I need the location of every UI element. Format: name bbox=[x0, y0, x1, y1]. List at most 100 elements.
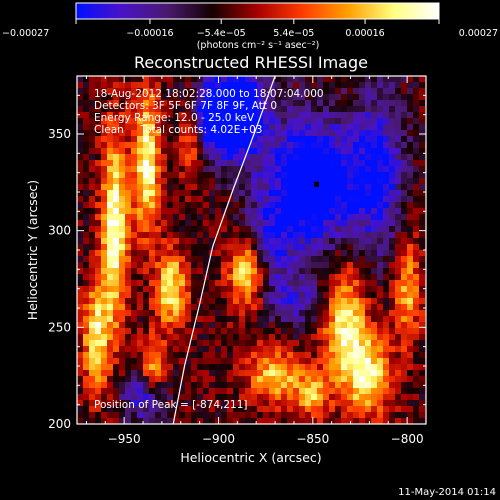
heatmap-cell bbox=[155, 262, 162, 269]
heatmap-cell bbox=[173, 106, 180, 113]
heatmap-cell bbox=[311, 352, 318, 359]
heatmap-cell bbox=[137, 346, 144, 353]
heatmap-cell bbox=[131, 292, 138, 299]
heatmap-cell bbox=[125, 82, 132, 89]
heatmap-cell bbox=[149, 184, 156, 191]
heatmap-cell bbox=[251, 286, 258, 293]
heatmap-cell bbox=[419, 412, 426, 419]
heatmap-cell bbox=[161, 142, 168, 149]
heatmap-cell bbox=[167, 202, 174, 209]
heatmap-cell bbox=[383, 184, 390, 191]
heatmap-cell bbox=[281, 88, 288, 95]
heatmap-cell bbox=[101, 328, 108, 335]
heatmap-cell bbox=[377, 328, 384, 335]
heatmap-cell bbox=[95, 406, 102, 413]
heatmap-cell bbox=[245, 244, 252, 251]
heatmap-cell bbox=[227, 406, 234, 413]
heatmap-cell bbox=[173, 136, 180, 143]
heatmap-cell bbox=[359, 136, 366, 143]
heatmap-cell bbox=[323, 106, 330, 113]
colorbar-ticks: −0.00027 −0.00016 −5.4e−05 5.4e−05 0.00016 0.… bbox=[2, 19, 498, 39]
heatmap-cell bbox=[203, 400, 210, 407]
heatmap-cell bbox=[245, 382, 252, 389]
heatmap-cell bbox=[137, 364, 144, 371]
heatmap-cell bbox=[119, 208, 126, 215]
heatmap-cell bbox=[335, 196, 342, 203]
heatmap-cell bbox=[167, 292, 174, 299]
heatmap-cell bbox=[383, 160, 390, 167]
heatmap-cell bbox=[317, 262, 324, 269]
annotation-detectors: Detectors: 3F 5F 6F 7F 8F 9F, Att 0 bbox=[94, 100, 277, 112]
heatmap-cell bbox=[353, 226, 360, 233]
heatmap-cell bbox=[143, 226, 150, 233]
heatmap-cell bbox=[239, 286, 246, 293]
heatmap-cell bbox=[353, 352, 360, 359]
heatmap-cell bbox=[107, 130, 114, 137]
heatmap-cell bbox=[89, 334, 96, 341]
heatmap-cell bbox=[269, 334, 276, 341]
heatmap-cell bbox=[131, 256, 138, 263]
heatmap-cell bbox=[383, 196, 390, 203]
heatmap-cell bbox=[233, 388, 240, 395]
heatmap-cell bbox=[395, 268, 402, 275]
heatmap-cell bbox=[263, 244, 270, 251]
heatmap-cell bbox=[89, 256, 96, 263]
heatmap-cell bbox=[389, 238, 396, 245]
heatmap-cell bbox=[197, 310, 204, 317]
heatmap-cell bbox=[179, 196, 186, 203]
heatmap-cell bbox=[101, 208, 108, 215]
heatmap-cell bbox=[215, 184, 222, 191]
heatmap-cell bbox=[305, 124, 312, 131]
heatmap-cell bbox=[233, 382, 240, 389]
heatmap-cell bbox=[197, 274, 204, 281]
heatmap-cell bbox=[191, 238, 198, 245]
heatmap-cell bbox=[107, 400, 114, 407]
heatmap-cell bbox=[101, 358, 108, 365]
heatmap-cell bbox=[173, 256, 180, 263]
heatmap-cell bbox=[353, 118, 360, 125]
heatmap-cell bbox=[173, 142, 180, 149]
heatmap-cell bbox=[125, 196, 132, 203]
heatmap-cell bbox=[353, 166, 360, 173]
heatmap-cell bbox=[209, 202, 216, 209]
heatmap-cell bbox=[365, 202, 372, 209]
heatmap-cell bbox=[173, 202, 180, 209]
heatmap-cell bbox=[173, 340, 180, 347]
heatmap-cell bbox=[113, 370, 120, 377]
heatmap-cell bbox=[203, 112, 210, 119]
heatmap-cell bbox=[203, 202, 210, 209]
heatmap-cell bbox=[185, 232, 192, 239]
heatmap-cell bbox=[281, 388, 288, 395]
heatmap-cell bbox=[377, 280, 384, 287]
heatmap-cell bbox=[107, 148, 114, 155]
heatmap-cell bbox=[227, 76, 234, 83]
heatmap-cell bbox=[107, 76, 114, 83]
heatmap-cell bbox=[287, 196, 294, 203]
heatmap-cell bbox=[173, 160, 180, 167]
heatmap-cell bbox=[161, 184, 168, 191]
heatmap-cell bbox=[119, 328, 126, 335]
heatmap-cell bbox=[251, 358, 258, 365]
heatmap-cell bbox=[161, 154, 168, 161]
heatmap-cell bbox=[119, 268, 126, 275]
heatmap-cell bbox=[155, 406, 162, 413]
heatmap-cell bbox=[275, 130, 282, 137]
heatmap-cell bbox=[305, 82, 312, 89]
heatmap-cell bbox=[227, 304, 234, 311]
heatmap-cell bbox=[407, 376, 414, 383]
heatmap-cell bbox=[281, 106, 288, 113]
heatmap-cell bbox=[383, 346, 390, 353]
heatmap-cell bbox=[407, 418, 414, 424]
heatmap-cell bbox=[401, 184, 408, 191]
heatmap-cell bbox=[227, 160, 234, 167]
heatmap-cell bbox=[407, 82, 414, 89]
heatmap-cell bbox=[149, 106, 156, 113]
heatmap-cell bbox=[137, 304, 144, 311]
heatmap-cell bbox=[329, 316, 336, 323]
heatmap-cell bbox=[335, 364, 342, 371]
heatmap-cell bbox=[143, 370, 150, 377]
heatmap-cell bbox=[371, 238, 378, 245]
heatmap-cell bbox=[155, 136, 162, 143]
heatmap-cell bbox=[209, 208, 216, 215]
heatmap-cell bbox=[293, 88, 300, 95]
